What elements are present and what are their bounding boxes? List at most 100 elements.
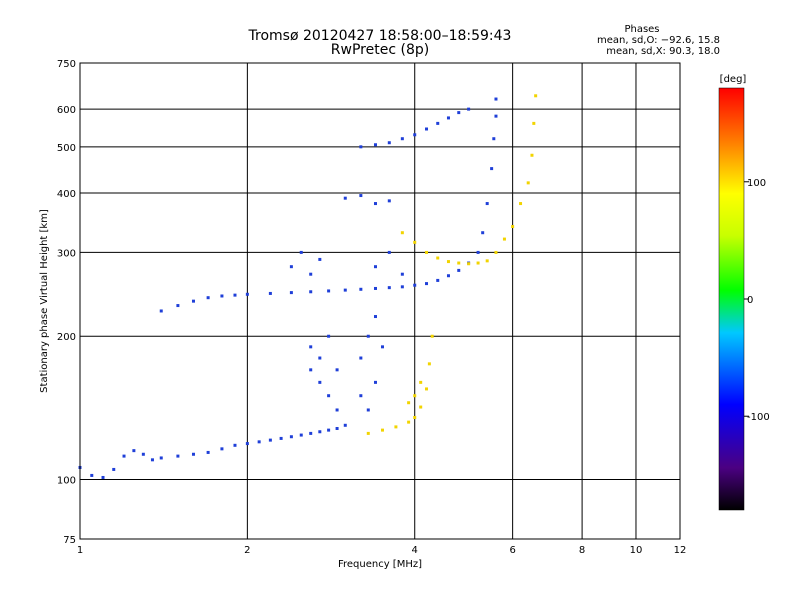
data-point-o	[309, 431, 313, 435]
data-point-x	[446, 260, 450, 264]
data-point-x	[407, 401, 411, 405]
data-point-o	[485, 202, 489, 206]
data-point-o	[122, 454, 126, 458]
data-point-o	[457, 268, 461, 272]
data-point-o	[425, 282, 429, 286]
y-axis-label: Stationary phase Virtual Height [km]	[39, 209, 50, 393]
data-point-o	[245, 292, 249, 296]
data-point-o	[327, 334, 331, 338]
data-point-x	[519, 202, 523, 206]
data-point-o	[387, 250, 391, 254]
colorbar-label: [deg]	[720, 74, 747, 85]
data-point-x	[476, 261, 480, 265]
colorbar-ticks: 100 0 -100	[744, 178, 770, 423]
data-point-o	[359, 394, 363, 398]
plot-frame	[79, 62, 681, 540]
y-tick-label: 100	[57, 476, 76, 487]
data-point-o	[191, 299, 195, 303]
data-point-x	[427, 362, 431, 366]
data-point-o	[400, 272, 404, 276]
x-axis-label: Frequency [MHz]	[338, 559, 422, 570]
data-point-o	[268, 438, 272, 442]
data-point-o	[141, 452, 145, 456]
data-point-o	[366, 334, 370, 338]
data-point-o	[387, 199, 391, 203]
data-point-o	[327, 428, 331, 432]
data-point-x	[394, 425, 398, 429]
data-point-o	[335, 408, 339, 412]
x-tick-label: 2	[244, 545, 250, 556]
x-tick-label: 8	[579, 545, 585, 556]
data-point-o	[289, 435, 293, 439]
data-point-o	[343, 288, 347, 292]
data-point-o	[490, 167, 494, 171]
data-point-x	[467, 262, 471, 266]
data-point-o	[309, 345, 313, 349]
data-point-o	[492, 137, 496, 141]
data-point-o	[90, 473, 94, 477]
data-point-o	[359, 356, 363, 360]
data-point-x	[380, 428, 384, 432]
data-point-o	[436, 121, 440, 125]
data-point-o	[446, 274, 450, 278]
colorbar	[718, 87, 745, 511]
data-point-o	[327, 289, 331, 293]
y-tick-labels: 75 100 200 300 400 500 600 750	[57, 59, 76, 546]
data-point-o	[318, 380, 322, 384]
chart-subtitle: RwPretec (8p)	[331, 42, 429, 58]
data-point-x	[502, 237, 506, 241]
data-point-x	[430, 334, 434, 338]
data-point-o	[299, 250, 303, 254]
data-point-o	[279, 436, 283, 440]
data-point-o	[359, 194, 363, 198]
data-point-o	[373, 315, 377, 319]
data-point-o	[366, 408, 370, 412]
data-point-o	[413, 133, 417, 137]
data-point-o	[481, 231, 485, 235]
data-point-x	[511, 225, 515, 229]
data-point-o	[343, 423, 347, 427]
data-point-o	[335, 426, 339, 430]
data-point-x	[407, 420, 411, 424]
x-tick-labels: 1 2 4 6 8 10 12	[77, 545, 687, 556]
data-point-o	[318, 430, 322, 434]
y-tick-label: 75	[63, 535, 76, 546]
data-point-o	[494, 97, 498, 101]
data-point-o	[413, 283, 417, 287]
data-point-o	[380, 345, 384, 349]
data-point-x	[413, 394, 417, 398]
x-tick-label: 4	[412, 545, 418, 556]
data-point-x	[413, 415, 417, 419]
data-point-o	[457, 111, 461, 115]
colorbar-tick-label: -100	[747, 412, 770, 423]
y-tick-label: 400	[57, 189, 76, 200]
data-point-o	[309, 272, 313, 276]
data-point-o	[176, 454, 180, 458]
x-tick-label: 10	[630, 545, 643, 556]
data-point-o	[467, 107, 471, 111]
data-point-o	[245, 442, 249, 446]
data-point-x	[425, 250, 429, 254]
data-point-x	[436, 256, 440, 260]
data-point-o	[373, 380, 377, 384]
data-point-x	[400, 231, 404, 235]
data-point-o	[112, 467, 116, 471]
data-point-x	[526, 181, 530, 185]
data-point-o	[318, 257, 322, 261]
data-point-o	[387, 141, 391, 145]
data-point-o	[400, 285, 404, 289]
data-point-o	[268, 291, 272, 295]
x-tick-label: 1	[77, 545, 83, 556]
data-point-o	[206, 296, 210, 300]
data-point-o	[359, 145, 363, 149]
data-point-o	[159, 309, 163, 313]
data-point-x	[457, 261, 461, 265]
data-point-o	[233, 293, 237, 297]
data-point-o	[176, 304, 180, 308]
x-tick-label: 12	[674, 545, 687, 556]
data-point-o	[191, 452, 195, 456]
data-point-x	[494, 250, 498, 254]
data-point-o	[150, 458, 154, 462]
data-point-o	[494, 114, 498, 118]
